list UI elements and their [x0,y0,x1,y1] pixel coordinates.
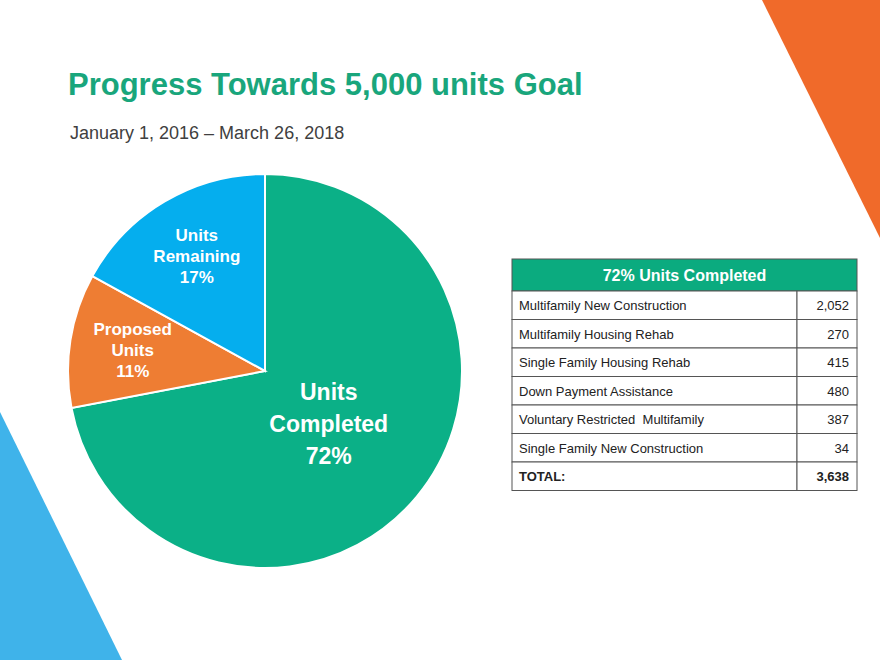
table-cell [797,348,857,377]
pie-slice [92,174,265,371]
slice-label: UnitsCompleted [269,379,388,437]
table-label: Single Family New Construction [519,441,703,456]
slice-value-label: 17% [180,268,214,287]
decor-triangle [762,0,880,238]
table-value: 34 [835,441,849,456]
table-value: 3,638 [816,469,849,484]
table-label: Single Family Housing Rehab [519,355,690,370]
table-cell [797,462,857,491]
table-value: 415 [827,355,849,370]
table-label: Voluntary Restricted Multifamily [519,412,704,427]
table-label: Multifamily Housing Rehab [519,327,674,342]
table-cell [797,320,857,349]
table-label: Multifamily New Construction [519,298,687,313]
slice-value-label: 72% [306,443,352,469]
table-cell [797,405,857,434]
table: 72% Units Completed Multifamily New Const… [512,259,857,491]
table-label: TOTAL: [519,469,565,484]
table-cell [797,377,857,406]
table-title: 72% Units Completed [603,267,767,284]
subtitle: January 1, 2016 – March 26, 2018 [70,123,344,143]
table-cell [512,348,797,377]
table-value: 270 [827,327,849,342]
table-header [512,259,857,291]
table-value: 2,052 [816,298,849,313]
table-cell [512,291,797,320]
table-cell [512,434,797,463]
table-label: Down Payment Assistance [519,384,673,399]
pie: UnitsCompleted 72% ProposedUnits 11% UnitsRe… [68,174,462,568]
table-value: 480 [827,384,849,399]
table-cell [797,434,857,463]
table-cell [797,291,857,320]
table-cell [512,320,797,349]
table-cell [512,462,797,491]
table-value: 387 [827,412,849,427]
table-cell [512,405,797,434]
table-cell [512,377,797,406]
slice-label: ProposedUnits [93,320,171,360]
slice-label: UnitsRemaining [153,226,240,266]
canvas: Progress Towards 5,000 units Goal January… [0,0,880,660]
slice-value-label: 11% [116,362,149,381]
title: Progress Towards 5,000 units Goal [68,67,583,102]
